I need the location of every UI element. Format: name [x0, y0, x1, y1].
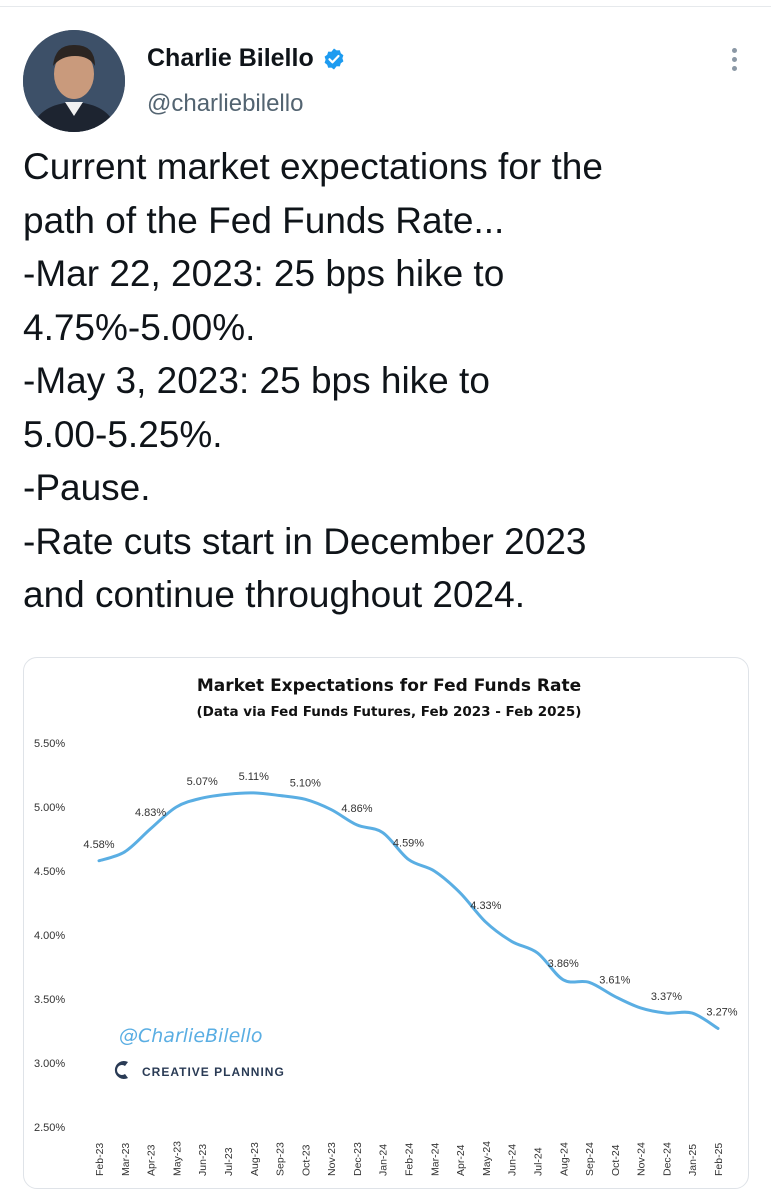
x-tick-label: Feb-25 [713, 1143, 725, 1176]
x-tick-label: Dec-24 [661, 1142, 673, 1176]
verified-badge-icon [324, 48, 344, 69]
chart-subtitle: (Data via Fed Funds Futures, Feb 2023 - … [197, 704, 582, 720]
data-label: 3.27% [706, 1006, 737, 1018]
x-tick-label: Jun-23 [197, 1144, 209, 1176]
y-tick-label: 4.50% [34, 866, 65, 878]
x-tick-label: Dec-23 [352, 1142, 364, 1176]
creative-planning-logo-icon [114, 1061, 128, 1079]
tweet-line: -Mar 22, 2023: 25 bps hike to [23, 253, 505, 294]
tweet-line: 4.75%-5.00%. [23, 306, 256, 348]
tweet-line: 5.00-5.25%. [23, 413, 223, 455]
tweet-line: path of the Fed Funds Rate... [23, 199, 505, 241]
author-name[interactable]: Charlie Bilello [147, 44, 314, 72]
data-label: 5.07% [187, 776, 218, 788]
y-tick-label: 3.50% [34, 994, 65, 1006]
x-tick-label: Feb-23 [94, 1143, 106, 1176]
more-options-icon[interactable] [724, 48, 744, 78]
data-label: 5.11% [239, 771, 270, 783]
data-label: 3.61% [599, 974, 630, 986]
x-tick-label: Sep-24 [584, 1142, 596, 1176]
y-tick-label: 5.00% [34, 802, 65, 814]
x-tick-label: Apr-23 [146, 1144, 158, 1176]
fed-funds-chart: Market Expectations for Fed Funds Rate (… [34, 676, 738, 1176]
chart-image-card[interactable]: Market Expectations for Fed Funds Rate (… [23, 657, 749, 1189]
author-avatar[interactable] [23, 30, 125, 132]
x-tick-label: Jun-24 [507, 1144, 519, 1176]
avatar-image-icon [23, 30, 125, 132]
data-label: 3.86% [548, 958, 579, 970]
data-label: 4.83% [135, 807, 166, 819]
tweet-line: -Pause. [23, 467, 151, 508]
data-label: 5.10% [290, 777, 321, 789]
y-tick-label: 4.00% [34, 930, 65, 942]
x-tick-label: Nov-24 [636, 1142, 648, 1176]
author-handle[interactable]: @charliebilello [147, 90, 304, 117]
y-tick-label: 2.50% [34, 1122, 65, 1134]
x-tick-label: Apr-24 [455, 1144, 467, 1176]
x-tick-label: Mar-23 [120, 1143, 132, 1176]
y-tick-label: 3.00% [34, 1058, 65, 1070]
series-line [97, 791, 720, 1030]
x-tick-label: May-24 [481, 1141, 493, 1176]
brand-name: CREATIVE PLANNING [142, 1065, 285, 1079]
tweet-line: -Rate cuts start in December 2023 [23, 520, 587, 562]
x-tick-label: Aug-23 [249, 1142, 261, 1176]
x-tick-label: Jul-23 [223, 1147, 235, 1176]
x-tick-label: Oct-24 [610, 1144, 622, 1176]
data-label: 3.37% [651, 991, 682, 1003]
y-tick-label: 5.50% [34, 738, 65, 750]
x-tick-label: Aug-24 [558, 1142, 570, 1176]
x-tick-label: Nov-23 [326, 1142, 338, 1176]
x-tick-label: Jan-25 [687, 1144, 699, 1176]
watermark-handle: @CharlieBilello [119, 1025, 262, 1047]
chart-title: Market Expectations for Fed Funds Rate [197, 676, 581, 696]
data-label: 4.86% [341, 803, 372, 815]
x-tick-label: Oct-23 [300, 1144, 312, 1176]
x-tick-label: Mar-24 [429, 1143, 441, 1176]
x-tick-label: Jul-24 [532, 1147, 544, 1176]
x-tick-label: May-23 [171, 1141, 183, 1176]
data-label: 4.58% [83, 839, 114, 851]
x-tick-label: Feb-24 [404, 1143, 416, 1176]
tweet-line: and continue throughout 2024. [23, 574, 525, 615]
tweet-line: Current market expectations for the [23, 146, 603, 187]
data-label: 4.59% [393, 837, 424, 849]
top-divider [0, 6, 771, 7]
tweet-line: -May 3, 2023: 25 bps hike to [23, 360, 490, 401]
x-tick-label: Jan-24 [378, 1144, 390, 1176]
tweet-text: Current market expectations for the path… [23, 140, 753, 622]
data-label: 4.33% [470, 900, 501, 912]
x-tick-label: Sep-23 [275, 1142, 287, 1176]
